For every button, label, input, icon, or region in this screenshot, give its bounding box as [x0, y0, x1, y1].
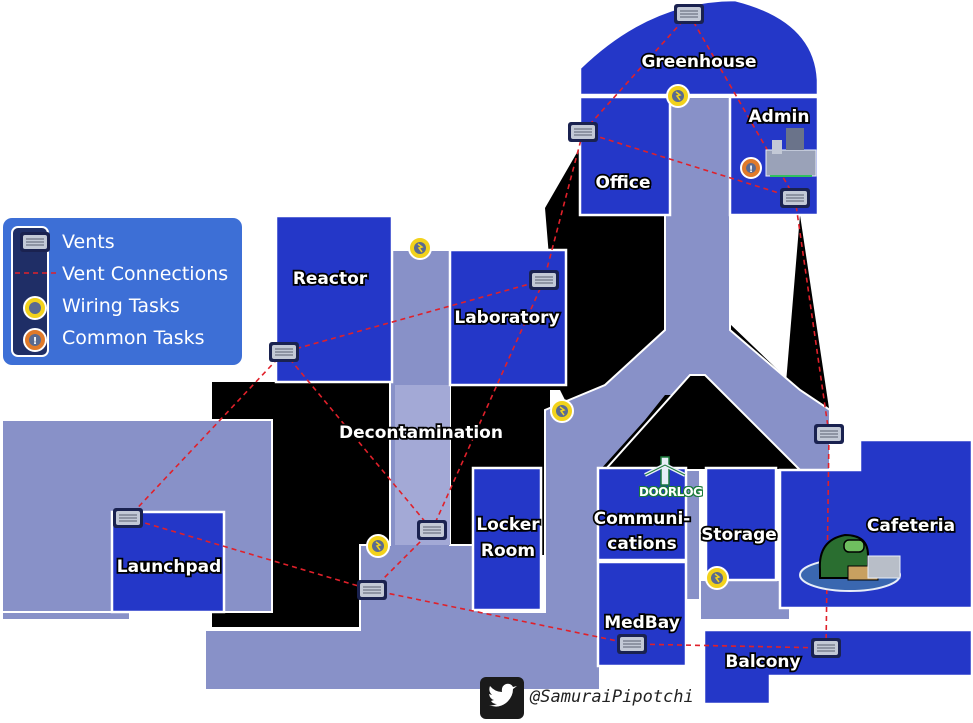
locker-room-label-line2: Room	[481, 541, 535, 561]
twitter-bird-icon	[480, 677, 524, 719]
wiring-tasks	[366, 84, 729, 590]
storage-label: Storage	[701, 525, 777, 545]
balcony-room	[702, 628, 973, 706]
admin-label: Admin	[749, 107, 810, 127]
locker-room-room	[471, 466, 543, 612]
communications-room	[596, 466, 688, 562]
common-task-icon: !	[23, 328, 47, 352]
legend-wiring-tasks-label: Wiring Tasks	[62, 295, 180, 317]
vent-connection-icon	[15, 272, 57, 274]
balcony-label: Balcony	[725, 652, 800, 672]
vent-icon	[529, 270, 559, 290]
reactor-label: Reactor	[293, 269, 368, 289]
cafeteria-label: Cafeteria	[867, 516, 955, 536]
admin-map-table-icon	[765, 128, 817, 177]
vent-icon	[269, 342, 299, 362]
svg-text:!: !	[749, 165, 753, 175]
launchpad-area-frame	[1, 419, 273, 613]
author-handle: @SamuraiPipotchi	[530, 687, 694, 707]
wiring-task-icon	[550, 399, 574, 423]
wiring-task-icon	[705, 566, 729, 590]
office-room	[578, 95, 672, 217]
vent-icon	[20, 232, 50, 252]
legend-vent-connections-label: Vent Connections	[62, 263, 229, 285]
vent-icon	[780, 188, 810, 208]
wiring-task-icon	[23, 296, 47, 320]
doorlog-text: DOORLOG	[639, 485, 703, 499]
svg-text:!: !	[33, 336, 38, 347]
communications-label-line1: Communi-	[594, 509, 691, 529]
legend-vents-label: Vents	[62, 231, 115, 253]
vent-icon	[568, 122, 598, 142]
medbay-label: MedBay	[604, 613, 680, 633]
common-task-icon: !	[740, 157, 762, 179]
wiring-task-icon	[408, 236, 432, 260]
laboratory-label: Laboratory	[454, 308, 559, 328]
launchpad-room	[110, 510, 226, 614]
vent-connections	[127, 13, 830, 649]
communications-label-line2: cations	[607, 534, 676, 554]
wiring-task-icon	[366, 534, 390, 558]
vent-icon	[113, 508, 143, 528]
locker-room-label-line1: Locker	[476, 515, 540, 535]
greenhouse-label: Greenhouse	[641, 52, 756, 72]
launchpad-label: Launchpad	[117, 557, 222, 577]
rooms	[110, 0, 973, 706]
wiring-task-icon	[666, 84, 690, 108]
vent-icon	[357, 580, 387, 600]
vent-icon	[811, 638, 841, 658]
office-label: Office	[595, 173, 650, 193]
legend-common-tasks-label: Common Tasks	[62, 327, 205, 349]
vent-icon	[417, 520, 447, 540]
map-legend: Vents Vent Connections Wiring Tasks ! Co…	[3, 218, 242, 365]
doorlog-icon: DOORLOG	[637, 455, 703, 513]
decontamination-label: Decontamination	[339, 423, 503, 443]
vent-icon	[617, 634, 647, 654]
vent-icon	[814, 424, 844, 444]
storage-room	[704, 466, 778, 582]
vents	[113, 4, 844, 658]
cafeteria-crewmate-icon	[799, 533, 901, 592]
greenhouse-room	[578, 0, 820, 97]
vent-icon	[674, 4, 704, 24]
